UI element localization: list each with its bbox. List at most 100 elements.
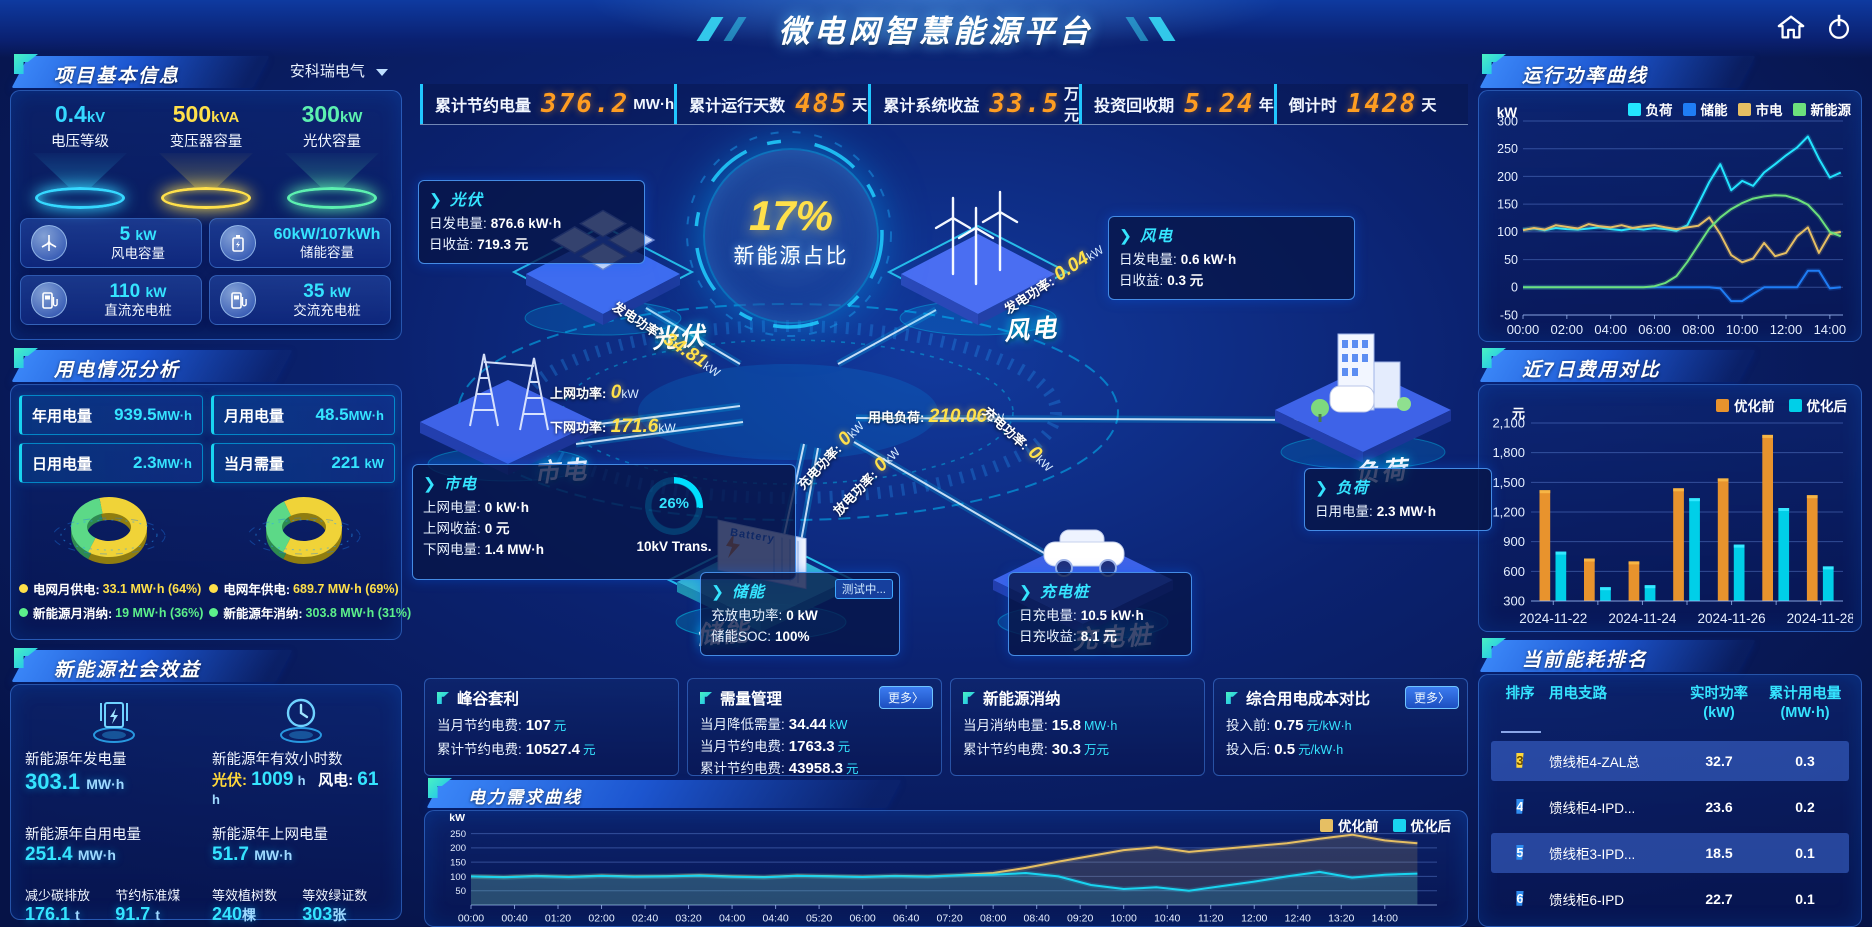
col-branch: 用电支路 — [1549, 686, 1607, 702]
kpi-value: 485 — [795, 89, 849, 119]
charger-info-card: ❯ 充电桩 日充电量: 10.5 kW·h 日充收益: 8.1 元 — [1008, 572, 1192, 656]
legend-item[interactable]: 优化后 — [1788, 395, 1847, 415]
svg-text:100: 100 — [450, 872, 466, 883]
card-corner-icon — [437, 692, 449, 704]
kpi-saved-energy: 累计节约电量 376.2 MW·h — [420, 84, 674, 124]
svg-text:02:00: 02:00 — [1551, 322, 1584, 337]
svg-text:14:00: 14:00 — [1814, 322, 1847, 337]
svg-text:150: 150 — [450, 857, 466, 868]
table-row[interactable]: 6 馈线柜6-IPD 22.7 0.1 — [1516, 890, 1815, 908]
panel-cost-compare: 近7日费用对比 优化前 优化后 300 600 900 1,200 1,500 1,800… — [1478, 348, 1862, 632]
clock-pedestal-icon — [274, 691, 328, 745]
charger-icon — [31, 282, 67, 318]
svg-text:2,100: 2,100 — [1492, 416, 1525, 431]
svg-text:0: 0 — [1511, 281, 1518, 295]
svg-text:250: 250 — [1497, 142, 1518, 156]
legend-item[interactable]: 新能源 — [1792, 99, 1851, 119]
home-icon[interactable] — [1776, 12, 1806, 42]
top-bar: 微电网智慧能源平台 — [0, 0, 1872, 58]
panel-body: 优化前 优化后 300 600 900 1,200 1,500 1,800 2,100 元 20… — [1478, 384, 1862, 632]
benefit-coal: 节约标准煤 91.7 t — [115, 888, 181, 924]
flow-load-power: 用电负荷: 210.06kW — [868, 406, 1005, 427]
company-name: 安科瑞电气 — [289, 63, 365, 80]
donut-month-chart — [52, 497, 165, 564]
rank-badge: 4 — [1516, 798, 1524, 814]
legend-item[interactable]: 优化前 — [1320, 815, 1379, 835]
panel-usage-analysis: 用电情况分析 年用电量 939.5MW·h 月用电量 48.5MW·h 日用电量… — [10, 348, 411, 640]
company-select[interactable]: 安科瑞电气 — [290, 60, 388, 81]
table-row[interactable]: 3 馈线柜4-ZAL总 32.7 0.3 — [1491, 740, 1849, 781]
panel-body: 年用电量 939.5MW·h 月用电量 48.5MW·h 日用电量 2.3MW·… — [10, 384, 411, 640]
kpi-label: 累计运行天数 — [689, 98, 786, 115]
legend-item[interactable]: 优化后 — [1392, 815, 1451, 835]
kpi-unit: 年 — [1258, 96, 1274, 114]
usage-stats: 年用电量 939.5MW·h 月用电量 48.5MW·h 日用电量 2.3MW·… — [11, 385, 401, 487]
table-header: 排序 用电支路 实时功率 (kW) 累计用电量 (MW·h) — [1491, 685, 1849, 723]
benefit-cards-row: 峰谷套利 当月节约电费: 107 元 累计节约电费: 10527.4 元 需量管理 更多… — [424, 678, 1468, 777]
svg-text:04:00: 04:00 — [719, 913, 745, 924]
kpi-run-days: 累计运行天数 485 天 — [674, 84, 868, 124]
kpi-unit: 天 — [1421, 96, 1437, 114]
donut-year-chart — [247, 496, 360, 564]
card-dc-charger: 110 kW 直流充电桩 — [20, 275, 202, 325]
benefit-label: 新能源年自用电量 — [25, 827, 141, 843]
benefit-grid-3: 减少碳排放 176.1 t 节约标准煤 91.7 t 等效植树数 240棵 等效… — [11, 870, 401, 925]
kpi-unit: 万元 — [1064, 86, 1080, 124]
svg-text:00:40: 00:40 — [501, 913, 527, 924]
legend-item[interactable]: 优化前 — [1716, 395, 1775, 415]
table-row[interactable]: 4 馈线柜4-IPD... 23.6 0.2 — [1516, 798, 1815, 816]
load-info-card: ❯ 负荷 日用电量: 2.3 MW·h — [1304, 468, 1492, 531]
legend-item[interactable]: 储能 — [1682, 99, 1728, 119]
kpi-bar: 累计节约电量 376.2 MW·h 累计运行天数 485 天 累计系统收益 33… — [420, 84, 1468, 125]
donut-charts — [11, 489, 401, 577]
more-button[interactable]: 更多〉 — [1404, 686, 1459, 709]
wind-info-card: ❯ 风电 日发电量: 0.6 kW·h 日收益: 0.3 元 — [1108, 216, 1355, 300]
svg-text:06:00: 06:00 — [849, 913, 875, 924]
svg-text:200: 200 — [450, 843, 466, 854]
svg-text:14:00: 14:00 — [1372, 913, 1398, 924]
benefit-to-grid: 新能源年上网电量 51.7 MW·h — [212, 820, 389, 866]
legend-dot — [209, 608, 219, 617]
svg-text:11:20: 11:20 — [1198, 913, 1224, 924]
power-icon[interactable] — [1824, 12, 1854, 42]
svg-text:50: 50 — [455, 886, 466, 897]
more-button[interactable]: 更多〉 — [878, 686, 933, 709]
table-row[interactable]: 5 馈线柜3-IPD... 18.5 0.1 — [1491, 832, 1849, 873]
ratio-label: 新能源占比 — [733, 245, 849, 268]
benefit-grid-2: 新能源年自用电量 251.4 MW·h 新能源年上网电量 51.7 MW·h — [11, 814, 401, 866]
title-deco-right-icon — [1125, 16, 1149, 41]
svg-text:1,500: 1,500 — [1492, 475, 1525, 490]
svg-text:12:40: 12:40 — [1285, 913, 1311, 924]
gauge-label: 10kV Trans. — [636, 539, 712, 554]
wind-node-icon — [886, 190, 1070, 336]
stat-day-usage: 日用电量 2.3MW·h — [19, 443, 203, 483]
energy-flow-diagram: 17% 新能源占比 光伏 风电 市电 负荷 储能 充电桩 Battery ❯光伏… — [408, 122, 1492, 672]
ranking-table: 排序 用电支路 实时功率 (kW) 累计用电量 (MW·h) 3 馈线柜4-ZAL总… — [1479, 675, 1861, 917]
legend-item[interactable]: 市电 — [1737, 99, 1783, 119]
transformer-gauge: 10kV Trans. — [619, 477, 729, 554]
svg-text:2024-11-24: 2024-11-24 — [1608, 611, 1677, 626]
kpi-countdown: 倒计时 1428 天 — [1273, 84, 1468, 124]
chevron-right-icon: ❯ — [429, 192, 443, 209]
svg-text:150: 150 — [1497, 198, 1518, 212]
charger-icon — [220, 282, 256, 318]
newenergy-ratio-circle: 17% 新能源占比 — [703, 148, 879, 324]
benefit-grid: 新能源年发电量 303.1 MW·h 新能源年有效小时数 光伏: 1009 h … — [11, 685, 401, 808]
chevron-right-icon: ❯ — [423, 476, 437, 493]
card-newenergy-consumption: 新能源消纳 当月消纳电量: 15.8 MW·h 累计节约电费: 30.3 万元 — [950, 678, 1205, 776]
svg-text:kW: kW — [1497, 105, 1518, 120]
svg-text:08:00: 08:00 — [980, 913, 1006, 924]
panel-body: 负荷 储能 市电 新能源 -50 0 50 100 150 200 250 300 00:00 0… — [1478, 90, 1862, 342]
panel-power-curve: 运行功率曲线 负荷 储能 市电 新能源 -50 0 50 100 150 200 250 30… — [1478, 54, 1862, 342]
card-label: 直流充电桩 — [104, 303, 172, 319]
legend-dot — [19, 608, 28, 617]
generation-pedestal-icon — [87, 691, 141, 745]
legend-grid-month: 电网月供电: 33.1 MW·h (64%) — [19, 579, 203, 598]
benefit-certs: 等效绿证数 303张 — [302, 888, 368, 924]
legend-item[interactable]: 负荷 — [1627, 99, 1673, 119]
legend-dot — [209, 584, 219, 593]
panel-header: 近7日费用对比 — [1478, 348, 1862, 382]
chevron-right-icon: ❯ — [711, 584, 725, 601]
